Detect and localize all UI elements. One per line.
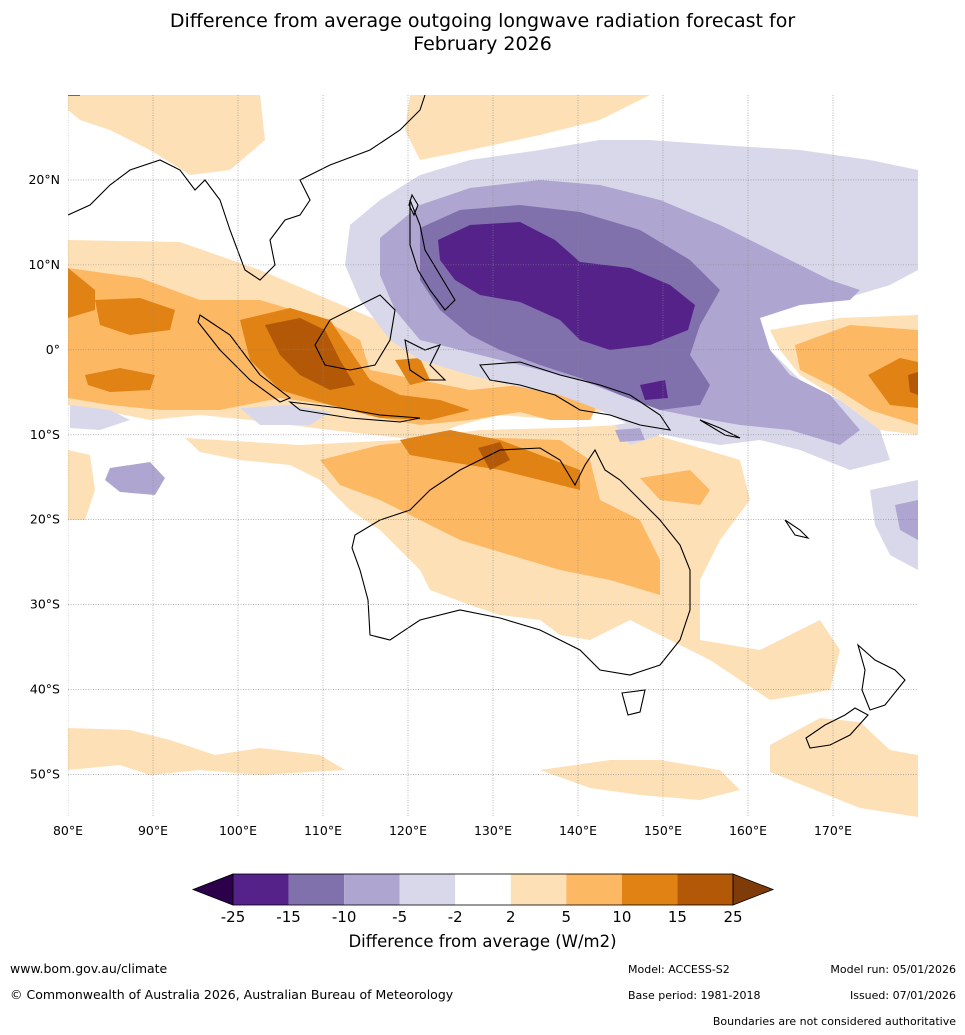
coast-new-zealand-north [856, 643, 906, 711]
boundary-disclaimer: Boundaries are not considered authoritat… [712, 1015, 956, 1028]
light-purple-indian [105, 462, 165, 495]
title-line-1: Difference from average outgoing longwav… [169, 10, 796, 32]
gridlines [68, 95, 918, 817]
colorbar-tick-label: -5 [392, 908, 407, 926]
dark-orange-south-ocean [85, 368, 155, 392]
colorbar-swatch [455, 874, 511, 905]
colorbar-under-arrow [191, 873, 234, 906]
coast-borneo [314, 294, 396, 371]
colorbar-swatch [399, 874, 456, 905]
light-orange-south-indian [68, 728, 345, 775]
colorbar-tick-label: 2 [506, 908, 516, 926]
coast-tasmania [621, 689, 646, 716]
coast-taiwan [408, 193, 419, 217]
lon-tick-label: 80°E [53, 823, 83, 838]
colorbar-tick-label: -25 [221, 908, 246, 926]
lon-tick-label: 140°E [559, 823, 597, 838]
lon-tick-label: 160°E [729, 823, 767, 838]
light-purple-coral [615, 428, 645, 442]
brown-borneo-java [265, 318, 355, 390]
dark-orange-indian-west [68, 268, 95, 318]
light-orange-west-australia [68, 450, 95, 520]
deep-purple-philippine-sea [438, 222, 695, 350]
title-line-2: February 2026 [413, 33, 552, 55]
lat-tick-label: 10°N [28, 257, 60, 272]
anomaly-field [68, 95, 918, 817]
coast-solomons [699, 419, 741, 439]
colorbar-swatch [677, 874, 733, 905]
lon-tick-label: 120°E [389, 823, 427, 838]
colorbar-tick-label: -15 [276, 908, 301, 926]
coast-sumatra [197, 314, 292, 403]
coast-asia [68, 95, 426, 281]
coast-philippines [409, 199, 456, 311]
colorbar-swatch [344, 874, 400, 905]
band-15-to-25 [265, 318, 918, 470]
pale-purple-java-south [240, 405, 330, 425]
lon-tick-label: 130°E [474, 823, 512, 838]
model-run: Model run: 05/01/2026 [830, 963, 956, 976]
lat-tick-label: 10°S [30, 427, 60, 442]
coastlines [68, 95, 906, 749]
band-neg15-to-neg25 [438, 222, 695, 400]
lon-tick-label: 90°E [138, 823, 168, 838]
colorbar-title: Difference from average (W/m2) [348, 932, 617, 951]
colorbar-border [232, 873, 734, 906]
light-purple-south-pacific [895, 500, 918, 540]
colorbar-tick-labels: -25 -15 -10 -5 -2 2 5 10 15 25 [221, 908, 743, 926]
longitude-labels: 80°E 90°E 100°E 110°E 120°E 130°E 140°E 150°E 16… [53, 823, 852, 838]
lon-tick-label: 100°E [219, 823, 257, 838]
website-link[interactable]: www.bom.gov.au/climate [10, 961, 168, 976]
coast-new-guinea [479, 361, 672, 431]
colorbar-tick-label: -10 [332, 908, 357, 926]
colorbar-swatch [621, 874, 678, 905]
light-orange-northwest [68, 95, 265, 175]
light-orange-china [405, 95, 650, 160]
colorbar-tick-label: 5 [562, 908, 572, 926]
lat-tick-label: 20°S [30, 512, 60, 527]
brown-east-pacific [908, 372, 918, 395]
colorbar-tick-label: 10 [612, 908, 631, 926]
base-period: Base period: 1981-2018 [628, 989, 761, 1002]
lat-tick-label: 20°N [28, 172, 60, 187]
coast-vanuatu-fiji [784, 519, 810, 539]
latitude-labels: 20°N 10°N 0° 10°S 20°S 30°S 40°S 50°S [28, 172, 60, 782]
lat-tick-label: 40°S [30, 682, 60, 697]
lat-tick-label: 0° [46, 342, 60, 357]
deep-purple-new-guinea [640, 380, 668, 400]
brown-arafura [478, 442, 510, 470]
colorbar-tick-label: -2 [448, 908, 463, 926]
chart-title: Difference from average outgoing longwav… [0, 10, 965, 56]
light-orange-southern [540, 760, 740, 800]
colorbar-over-arrow [732, 873, 775, 906]
copyright: © Commonwealth of Australia 2026, Austra… [10, 987, 454, 1002]
colorbar-swatch [510, 874, 567, 905]
lon-tick-label: 150°E [644, 823, 682, 838]
issued-date: Issued: 07/01/2026 [849, 989, 956, 1002]
coast-new-zealand-south [805, 707, 869, 749]
colorbar-swatch [566, 874, 622, 905]
light-orange-tasman [770, 718, 918, 817]
dark-orange-indian-core [95, 298, 175, 335]
dark-orange-pacific-east [868, 358, 918, 408]
colorbar-tick-label: 15 [668, 908, 687, 926]
colorbar-swatch [233, 874, 289, 905]
colorbar-tick-label: 25 [723, 908, 742, 926]
lat-tick-label: 50°S [30, 767, 60, 782]
coast-java [288, 401, 421, 423]
colorbar-swatch [288, 874, 345, 905]
lat-tick-label: 30°S [30, 597, 60, 612]
coast-australia [351, 447, 691, 676]
orange-coral-sea [640, 470, 710, 505]
lon-tick-label: 170°E [814, 823, 852, 838]
pale-purple-indian [70, 405, 130, 430]
coast-sulawesi [404, 339, 447, 381]
model-name: Model: ACCESS-S2 [628, 963, 730, 976]
pale-purple-south-pacific [870, 480, 918, 570]
colorbar [191, 873, 775, 906]
lon-tick-label: 110°E [304, 823, 342, 838]
